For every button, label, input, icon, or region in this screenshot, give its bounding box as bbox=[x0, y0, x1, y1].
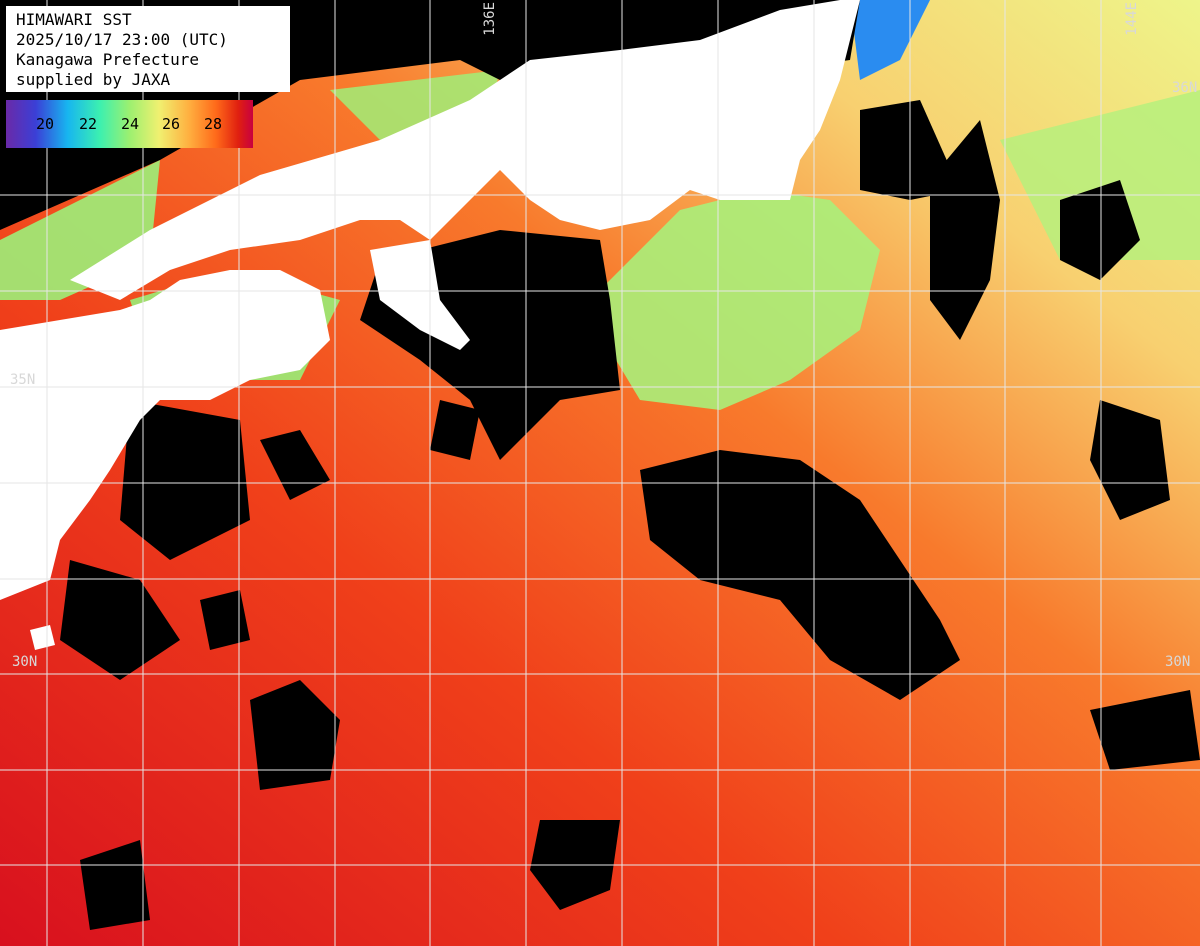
latitude-label-35n: 35N bbox=[10, 372, 36, 388]
temperature-legend: 20 22 24 26 28 bbox=[6, 100, 253, 148]
cool-water-area bbox=[600, 190, 880, 410]
legend-label-28: 28 bbox=[203, 115, 223, 133]
map-datetime: 2025/10/17 23:00 (UTC) bbox=[16, 30, 228, 49]
cool-water-area bbox=[1000, 90, 1200, 260]
longitude-label-136e: 136E bbox=[482, 2, 498, 36]
map-region: Kanagawa Prefecture bbox=[16, 50, 200, 69]
latitude-label-36n: 36N bbox=[1172, 80, 1198, 96]
latitude-label-30n-west: 30N bbox=[12, 654, 38, 670]
legend-label-22: 22 bbox=[78, 115, 98, 133]
land bbox=[0, 0, 860, 650]
map-credit: supplied by JAXA bbox=[16, 70, 171, 89]
map-title: HIMAWARI SST bbox=[16, 10, 132, 29]
latitude-label-30n-east: 30N bbox=[1165, 654, 1191, 670]
longitude-label-144e: 144E bbox=[1124, 2, 1140, 36]
map-info-box: HIMAWARI SST 2025/10/17 23:00 (UTC) Kana… bbox=[6, 6, 290, 92]
legend-label-26: 26 bbox=[161, 115, 181, 133]
legend-label-24: 24 bbox=[120, 115, 140, 133]
legend-color-bar bbox=[6, 100, 253, 148]
legend-label-20: 20 bbox=[35, 115, 55, 133]
